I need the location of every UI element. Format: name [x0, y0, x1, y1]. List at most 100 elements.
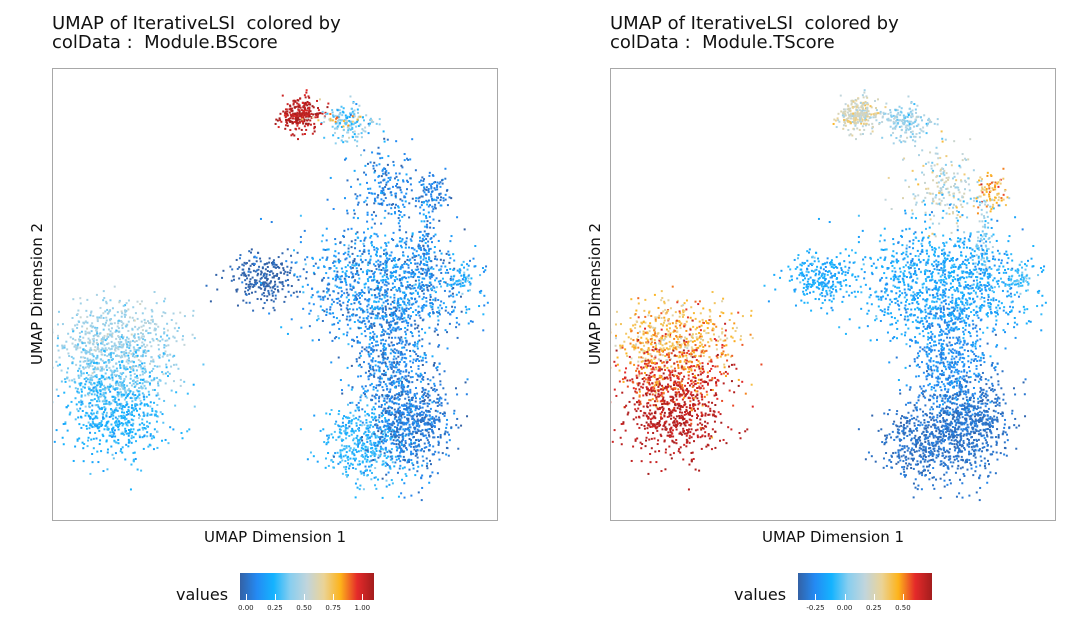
cell-point [441, 277, 444, 280]
cell-point [74, 324, 77, 327]
cell-point [157, 339, 160, 342]
cell-point [430, 260, 433, 263]
cell-point [387, 419, 390, 422]
cell-point [312, 303, 315, 306]
cell-point [116, 409, 119, 412]
cell-point [108, 377, 111, 380]
cell-point [136, 328, 139, 331]
cell-point [343, 229, 346, 232]
cell-point [419, 206, 422, 209]
cell-point [417, 375, 420, 378]
cell-point [351, 314, 354, 317]
cell-point [406, 188, 409, 191]
cell-point [326, 434, 329, 437]
cell-point [395, 458, 398, 461]
cell-point [157, 348, 160, 351]
cell-point [260, 271, 263, 274]
cell-point [404, 246, 407, 249]
cell-point [384, 234, 387, 237]
cell-point [83, 322, 86, 325]
cell-point [424, 423, 427, 426]
cell-point [413, 341, 416, 344]
cell-point [319, 429, 322, 432]
cell-point [123, 386, 126, 389]
cell-point [410, 323, 413, 326]
cell-point [421, 406, 424, 409]
cell-point [158, 397, 161, 400]
cell-point [85, 376, 88, 379]
cell-point [102, 393, 105, 396]
cell-point [397, 222, 400, 225]
cell-point [441, 182, 444, 185]
cell-point [381, 168, 384, 171]
cell-point [439, 258, 442, 261]
cell-point [368, 124, 371, 127]
cell-point [289, 105, 292, 108]
cell-point [401, 238, 404, 241]
cell-point [298, 104, 301, 107]
cell-point [348, 417, 351, 420]
cell-point [403, 361, 406, 363]
cell-point [381, 420, 384, 423]
cell-point [350, 433, 353, 436]
cell-point [394, 322, 397, 325]
cell-point [398, 229, 401, 232]
cell-point [128, 342, 131, 345]
cell-point [155, 323, 158, 326]
cell-point [449, 294, 452, 297]
cell-point [102, 368, 105, 371]
cell-point [406, 417, 409, 420]
cell-point [421, 305, 424, 308]
cell-point [326, 283, 329, 286]
cell-point [452, 275, 455, 278]
cell-point [338, 277, 341, 280]
cell-point [378, 203, 381, 206]
cell-point [428, 248, 431, 251]
cell-point [96, 356, 99, 359]
cell-point [416, 448, 419, 451]
cell-point [417, 268, 420, 271]
cell-point [286, 271, 289, 274]
cell-point [397, 350, 400, 353]
cell-point [409, 183, 412, 186]
cell-point [266, 277, 269, 280]
cell-point [384, 417, 387, 420]
cell-point [370, 270, 373, 273]
cell-point [352, 116, 355, 119]
cell-point [430, 187, 433, 190]
cell-point [386, 451, 389, 453]
cell-point [407, 432, 410, 435]
cell-point [124, 355, 127, 358]
cell-point [335, 126, 338, 129]
cell-point [464, 305, 467, 308]
cell-point [336, 270, 339, 273]
cell-point [349, 128, 352, 131]
cell-point [370, 382, 373, 385]
cell-point [82, 360, 85, 363]
cell-point [97, 378, 100, 381]
cell-point [359, 239, 362, 242]
cell-point [355, 404, 358, 407]
cell-point [276, 285, 279, 288]
cell-point [157, 384, 160, 387]
cell-point [347, 462, 350, 465]
cell-point [384, 339, 387, 342]
cell-point [352, 123, 355, 126]
cell-point [350, 288, 353, 291]
cell-point [141, 333, 144, 336]
cell-point [440, 285, 443, 288]
cell-point [294, 100, 297, 103]
cell-point [381, 394, 384, 397]
cell-point [341, 135, 344, 138]
cell-point [138, 390, 141, 393]
cell-point [387, 449, 390, 452]
cell-point [439, 199, 442, 202]
cell-point [393, 375, 396, 378]
cell-point [86, 359, 89, 362]
cell-point [425, 233, 428, 236]
cell-point [306, 115, 309, 118]
cell-point [378, 294, 381, 297]
cell-point [384, 433, 387, 436]
cell-point [344, 266, 347, 269]
cell-point [334, 275, 337, 278]
